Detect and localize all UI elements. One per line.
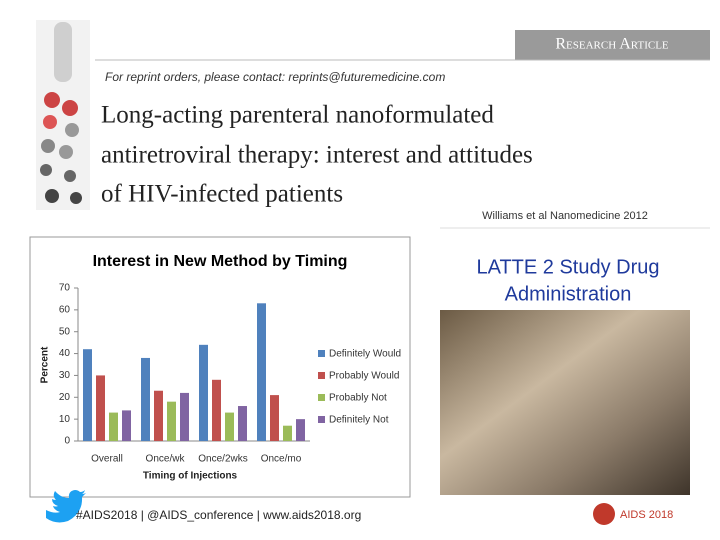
twitter-icon (46, 490, 86, 523)
legend-label: Probably Not (329, 393, 387, 404)
side-heading: Administration (505, 283, 632, 305)
bar (257, 303, 266, 441)
bar (225, 412, 234, 441)
bar (83, 349, 92, 441)
y-tick-label: 70 (59, 283, 71, 294)
bar (238, 406, 247, 441)
paper-title: of HIV-infected patients (101, 181, 343, 208)
paper-title: antiretroviral therapy: interest and att… (101, 142, 533, 169)
legend-label: Probably Would (329, 371, 399, 382)
bar (283, 425, 292, 441)
bar (180, 392, 189, 441)
footer-text: #AIDS2018 | @AIDS_conference | www.aids2… (76, 508, 361, 522)
x-tick-label: Once/mo (261, 454, 302, 465)
reprint-note: For reprint orders, please contact: repr… (105, 70, 445, 84)
x-tick-label: Once/wk (146, 454, 186, 465)
bar (96, 375, 105, 441)
chart: Interest in New Method by Timing Timing … (40, 253, 401, 481)
legend-swatch (318, 350, 325, 357)
bar (122, 410, 131, 441)
x-tick-label: Once/2wks (198, 454, 247, 465)
legend-label: Definitely Would (329, 349, 401, 360)
legend-swatch (318, 372, 325, 379)
bar (212, 379, 221, 441)
bar (109, 412, 118, 441)
y-tick-label: 10 (59, 414, 71, 425)
logo-icon (593, 503, 615, 525)
y-axis-label: Percent (40, 346, 51, 383)
photo (440, 310, 690, 495)
y-tick-label: 0 (64, 436, 70, 447)
y-tick-label: 40 (59, 348, 71, 359)
x-tick-label: Overall (91, 454, 123, 465)
legend-label: Definitely Not (329, 415, 389, 426)
article-label: Research Article (555, 36, 669, 53)
logo-text: AIDS 2018 (620, 509, 673, 521)
y-tick-label: 20 (59, 392, 71, 403)
chart-title: Interest in New Method by Timing (93, 253, 348, 270)
paper-title: Long-acting parenteral nanoformulated (101, 102, 494, 129)
bar (141, 357, 150, 441)
bar (296, 419, 305, 441)
bar (167, 401, 176, 441)
citation: Williams et al Nanomedicine 2012 (482, 210, 648, 222)
x-axis-label: Timing of Injections (143, 471, 238, 482)
bar (270, 395, 279, 441)
legend-swatch (318, 416, 325, 423)
label-bar (515, 30, 710, 60)
side-heading: LATTE 2 Study Drug (476, 256, 659, 278)
y-tick-label: 30 (59, 370, 71, 381)
chart-frame (29, 236, 411, 498)
y-tick-label: 50 (59, 326, 71, 337)
legend-swatch (318, 394, 325, 401)
bar (199, 344, 208, 441)
decoration (36, 20, 90, 210)
bar (154, 390, 163, 441)
y-tick-label: 60 (59, 304, 71, 315)
